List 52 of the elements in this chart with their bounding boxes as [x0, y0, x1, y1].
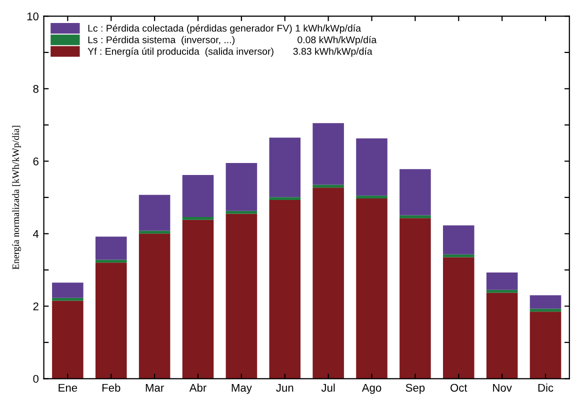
x-tick-label: Mar	[146, 384, 164, 392]
y-tick-label: 0	[33, 374, 39, 383]
bar	[400, 169, 431, 216]
bar	[269, 138, 301, 198]
bar	[95, 262, 127, 379]
legend-label: Ls : Pérdida sistema (inversor, ...) 0.08 kWh/kWp/día	[88, 36, 377, 46]
bar	[182, 217, 214, 220]
bar	[356, 198, 388, 379]
bar	[442, 225, 474, 254]
x-tick-label: Ago	[362, 384, 382, 394]
bar	[226, 214, 258, 379]
bar	[269, 197, 301, 200]
bar	[400, 218, 431, 379]
x-tick-label: Nov	[493, 384, 512, 392]
y-tick-label: 8	[33, 84, 38, 93]
bar	[356, 138, 388, 196]
x-tick-label: Abr	[189, 384, 206, 392]
y-tick-label: 10	[27, 12, 39, 20]
bar	[52, 282, 84, 298]
x-tick-label: Jul	[321, 384, 335, 392]
y-axis-title: Energía normalizada [kWh/kWp/día]	[12, 126, 22, 270]
bar	[182, 220, 214, 379]
bar	[486, 292, 518, 379]
x-tick-label: Oct	[450, 384, 468, 392]
bar	[530, 308, 562, 312]
y-tick-label: 4	[33, 230, 39, 238]
bar	[95, 236, 127, 260]
bar	[138, 234, 170, 379]
y-tick-label: 6	[33, 157, 38, 166]
x-tick-label: Feb	[102, 384, 120, 392]
bar	[486, 272, 518, 290]
bar	[138, 194, 170, 231]
bar	[182, 174, 214, 218]
legend-label: Yf : Energía útil producida (salida inversor) 3.83 kWh/kWp/día	[88, 48, 372, 57]
bar	[356, 196, 388, 199]
x-tick-label: May	[232, 384, 252, 394]
bar	[312, 123, 344, 185]
bar	[530, 312, 562, 379]
x-tick-label: Jun	[276, 384, 294, 392]
bar	[269, 200, 301, 379]
bar	[530, 295, 562, 309]
x-tick-label: Sep	[406, 384, 425, 394]
bar	[312, 188, 344, 379]
bar	[442, 257, 474, 379]
x-tick-label: Dic	[538, 384, 554, 392]
bar	[226, 163, 258, 211]
bar	[52, 300, 84, 379]
bar	[486, 290, 518, 293]
x-tick-label: Ene	[58, 384, 78, 392]
legend-label: Lc : Pérdida colectada (pérdidas generador FV) 1 kWh/kWp/día	[88, 24, 361, 34]
bar	[400, 215, 431, 218]
y-tick-label: 2	[33, 302, 38, 310]
